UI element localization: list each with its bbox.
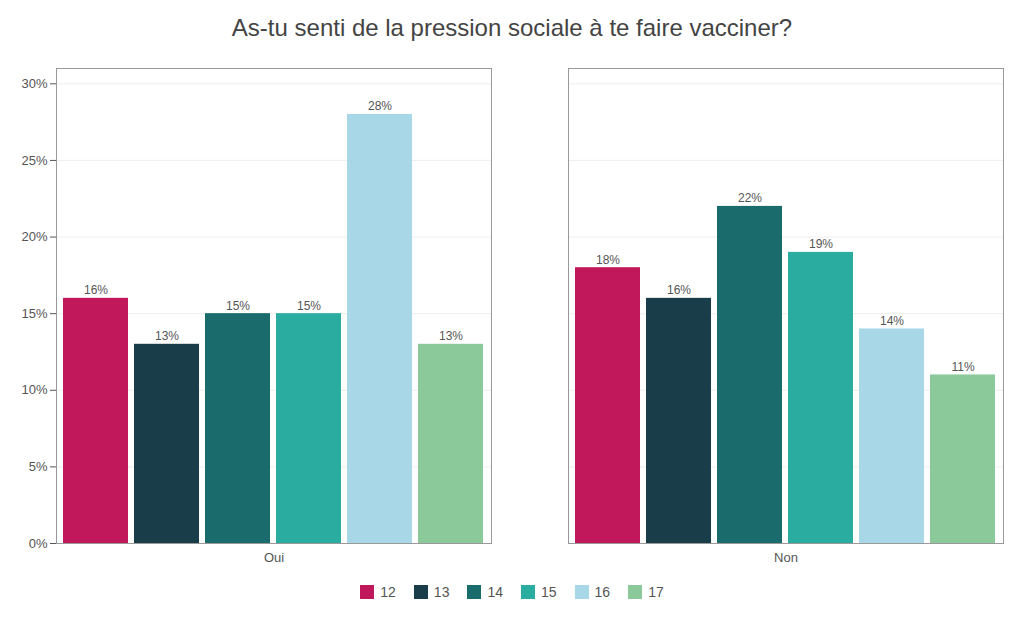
html-text:14: 14 (487, 584, 503, 600)
svg-text:13%: 13% (439, 329, 463, 343)
svg-text:18%: 18% (596, 253, 620, 267)
svg-text:14%: 14% (880, 314, 904, 328)
svg-text:28%: 28% (368, 99, 392, 113)
svg-text:5%: 5% (29, 459, 48, 474)
html-text:16: 16 (594, 584, 611, 600)
svg-text:15%: 15% (297, 299, 321, 313)
svg-text:20%: 20% (21, 229, 47, 244)
svg-text:25%: 25% (21, 153, 47, 168)
svg-text:19%: 19% (809, 237, 833, 251)
svg-text:22%: 22% (738, 191, 762, 205)
html-text:12: 12 (380, 584, 396, 600)
html-text:13: 13 (433, 584, 450, 600)
svg-text:15%: 15% (21, 306, 47, 321)
html-text:15: 15 (541, 584, 557, 600)
svg-text:13%: 13% (155, 329, 179, 343)
svg-text:Oui: Oui (264, 550, 284, 565)
svg-text:30%: 30% (21, 76, 47, 91)
html-text:As-tu senti de la pression soc: As-tu senti de la pression sociale à te … (231, 14, 793, 41)
svg-text:Non: Non (774, 550, 798, 565)
html-text:17: 17 (648, 584, 664, 600)
svg-text:16%: 16% (667, 283, 691, 297)
svg-text:10%: 10% (21, 382, 47, 397)
svg-text:15%: 15% (226, 299, 250, 313)
svg-text:0%: 0% (29, 536, 48, 551)
svg-text:11%: 11% (951, 360, 974, 374)
svg-text:16%: 16% (84, 283, 108, 297)
